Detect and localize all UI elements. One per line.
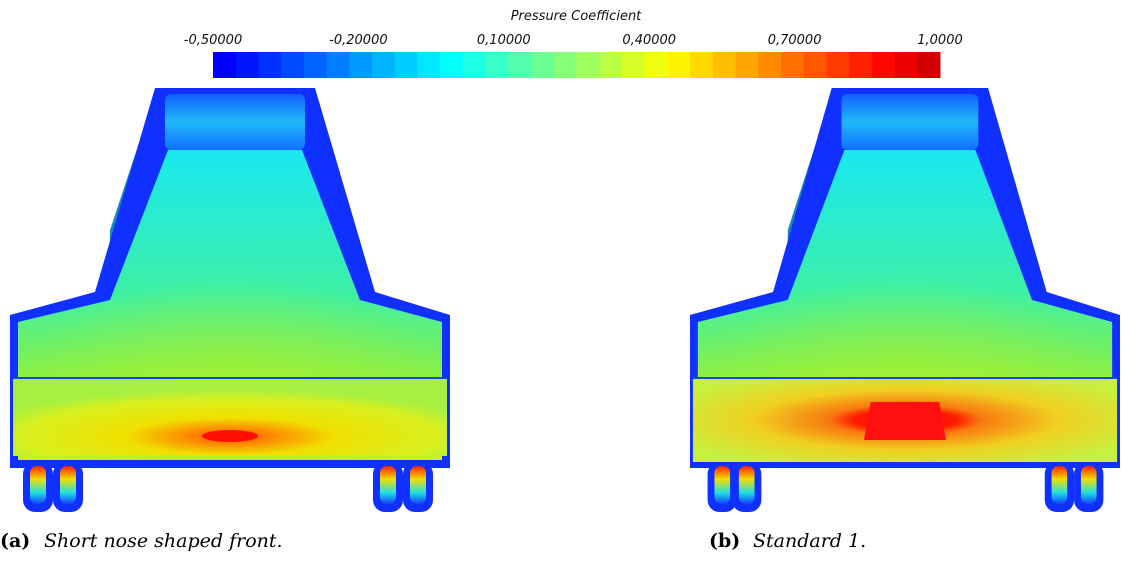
- colorbar-band: [758, 52, 781, 78]
- colorbar-band: [463, 52, 486, 78]
- wheel-core: [60, 466, 76, 504]
- colorbar-band: [213, 52, 236, 78]
- colorbar-band: [599, 52, 622, 78]
- colorbar-band: [713, 52, 736, 78]
- colorbar-band: [372, 52, 395, 78]
- colorbar-band: [349, 52, 372, 78]
- roof-box: [165, 94, 305, 150]
- caption-b: (b) Standard 1.: [709, 530, 866, 552]
- colorbar-band: [258, 52, 281, 78]
- colorbar-tick-label: 1,0000: [917, 33, 963, 48]
- wheel-core: [410, 466, 426, 504]
- colorbar-band: [736, 52, 759, 78]
- colorbar-band: [622, 52, 645, 78]
- colorbar-band: [281, 52, 304, 78]
- wheel-core: [380, 466, 396, 504]
- colorbar-band: [236, 52, 259, 78]
- cfd-image: [10, 88, 450, 512]
- colorbar-tick-label: 0,40000: [622, 33, 676, 48]
- wheel-core: [1081, 466, 1097, 504]
- colorbar-tick-label: -0,50000: [184, 33, 242, 48]
- colorbar-tick-label: 0,10000: [477, 33, 531, 48]
- colorbar-band: [849, 52, 872, 78]
- wheel-core: [739, 466, 755, 504]
- colorbar-band: [304, 52, 327, 78]
- caption-a: (a) Short nose shaped front.: [0, 530, 283, 552]
- caption-label: (a): [0, 530, 30, 552]
- colorbar-band: [895, 52, 918, 78]
- colorbar-band: [508, 52, 531, 78]
- colorbar-band: [690, 52, 713, 78]
- colorbar-band: [577, 52, 600, 78]
- wheel-core: [714, 466, 730, 504]
- figure: Pressure Coefficient -0,50000 -0,20000 0,1…: [0, 0, 1124, 562]
- pressure-peak: [202, 430, 258, 442]
- pressure-peak: [864, 402, 946, 440]
- colorbar-band: [531, 52, 554, 78]
- colorbar-band: [645, 52, 668, 78]
- images: [10, 88, 1120, 512]
- colorbar-tick-label: -0,20000: [329, 33, 387, 48]
- colorbar-band: [667, 52, 690, 78]
- colorbar-title: Pressure Coefficient: [511, 9, 642, 24]
- caption-text: Short nose shaped front.: [44, 530, 283, 552]
- colorbar-band: [917, 52, 940, 78]
- colorbar-band: [486, 52, 509, 78]
- wheel-core: [30, 466, 46, 504]
- front-band: [13, 378, 447, 456]
- colorbar-band: [417, 52, 440, 78]
- colorbar: -0,50000 -0,20000 0,10000 0,40000 0,70000 1,0…: [184, 33, 963, 78]
- colorbar-band: [440, 52, 463, 78]
- colorbar-band: [395, 52, 418, 78]
- colorbar-band: [804, 52, 827, 78]
- caption-text: Standard 1.: [753, 530, 866, 552]
- colorbar-band: [826, 52, 849, 78]
- colorbar-band: [554, 52, 577, 78]
- colorbar-band: [872, 52, 895, 78]
- colorbar-band: [327, 52, 350, 78]
- wheel-core: [1052, 466, 1068, 504]
- colorbar-tick-label: 0,70000: [768, 33, 822, 48]
- cfd-image: [690, 88, 1120, 512]
- roof-box: [841, 94, 978, 150]
- colorbar-band: [781, 52, 804, 78]
- caption-label: (b): [709, 530, 740, 552]
